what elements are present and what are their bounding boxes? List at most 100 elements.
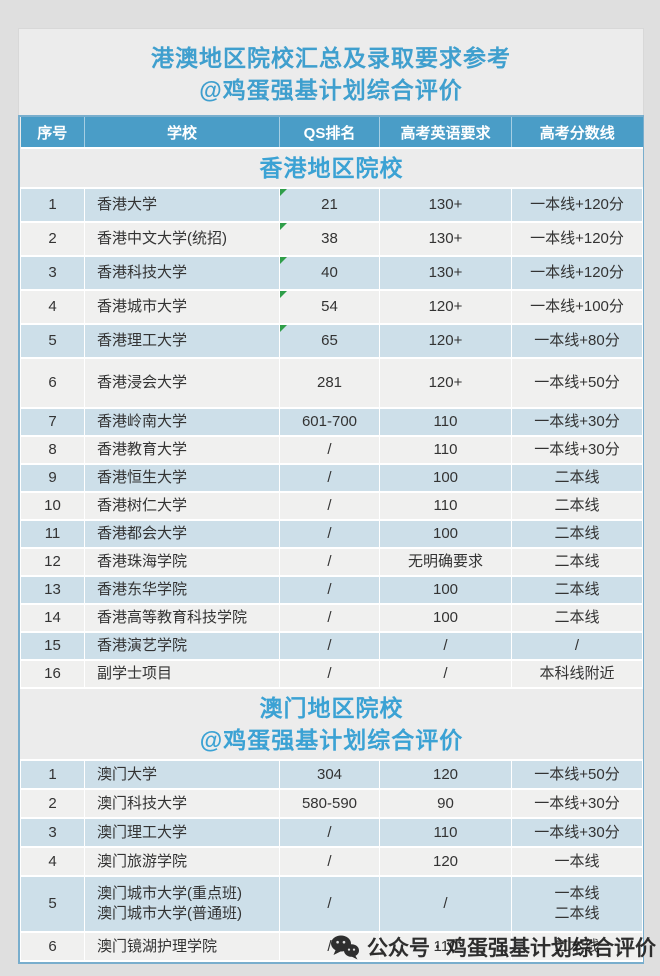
cell-index: 6 [20, 931, 85, 962]
cell-index: 10 [20, 491, 85, 521]
cell-index: 9 [20, 463, 85, 493]
cell-index: 3 [20, 817, 85, 848]
cell-school: 副学士项目 [84, 659, 280, 689]
cell-school: 香港演艺学院 [84, 631, 280, 661]
cell-english-requirement: 130+ [379, 221, 512, 257]
table-row: 9 香港恒生大学/100 二本线 [20, 463, 643, 493]
column-header-row: 序号 学校 QS排名 高考英语要求 高考分数线 [20, 117, 643, 149]
cell-qs-rank: / [279, 631, 380, 661]
page-subtitle: @鸡蛋强基计划综合评价 [199, 77, 463, 103]
watermark-separator: · [435, 936, 441, 957]
cell-english-requirement: 110 [379, 931, 512, 962]
cell-qs-rank: / [279, 463, 380, 493]
cell-school: 澳门旅游学院 [84, 846, 280, 877]
table-row: 6 香港浸会大学 281 120+ 一本线+50分 [20, 357, 643, 409]
cell-index: 5 [20, 875, 85, 933]
cell-english-requirement: 90 [379, 788, 512, 819]
cell-index: 2 [20, 788, 85, 819]
cell-score-line: 二本线 [511, 575, 643, 605]
cell-school: 澳门城市大学(重点班) 澳门城市大学(普通班) [84, 875, 280, 933]
comment-flag-icon [280, 325, 287, 332]
cell-english-requirement: 120+ [379, 289, 512, 325]
cell-qs-rank: 38 [279, 221, 380, 257]
cell-english-requirement: 100 [379, 575, 512, 605]
cell-school: 香港东华学院 [84, 575, 280, 605]
cell-school: 澳门理工大学 [84, 817, 280, 848]
cell-score-line: 一本线+30分 [511, 435, 643, 465]
cell-score-line: 一本线+30分 [511, 788, 643, 819]
cell-score-line: 一本线 [511, 846, 643, 877]
cell-qs-rank: / [279, 875, 380, 933]
table-row: 4 澳门旅游学院/120 一本线 [20, 846, 643, 877]
cell-qs-rank: 601-700 [279, 407, 380, 437]
cell-school: 香港大学 [84, 187, 280, 223]
cell-score-line: 一本线+100分 [511, 289, 643, 325]
cell-score-line: 一本线+120分 [511, 255, 643, 291]
cell-qs-rank: / [279, 547, 380, 577]
cell-index: 6 [20, 357, 85, 409]
col-header-score: 高考分数线 [511, 117, 643, 149]
cell-score-line: 一本线+30分 [511, 817, 643, 848]
cell-english-requirement: / [379, 659, 512, 689]
table-row: 14 香港高等教育科技学院/100 二本线 [20, 603, 643, 633]
table-row: 3 澳门理工大学/110 一本线+30分 [20, 817, 643, 848]
cell-score-line: 一本线+50分 [511, 759, 643, 790]
cell-school: 香港城市大学 [84, 289, 280, 325]
cell-score-line: 二本线 [511, 463, 643, 493]
cell-index: 1 [20, 187, 85, 223]
table-row: 5 澳门城市大学(重点班) 澳门城市大学(普通班) / / 一本线 二本线 [20, 875, 643, 933]
cell-qs-rank: 281 [279, 357, 380, 409]
cell-english-requirement: 130+ [379, 255, 512, 291]
infographic-card: 港澳地区院校汇总及录取要求参考 @鸡蛋强基计划综合评价 序号 学校 QS排名 高… [18, 28, 644, 964]
title-block: 港澳地区院校汇总及录取要求参考 @鸡蛋强基计划综合评价 [18, 28, 644, 115]
table-row: 4 香港城市大学 54 120+ 一本线+100分 [20, 289, 643, 325]
cell-school: 香港岭南大学 [84, 407, 280, 437]
table-row: 7 香港岭南大学 601-700 110 一本线+30分 [20, 407, 643, 437]
cell-index: 2 [20, 221, 85, 257]
cell-qs-rank: / [279, 435, 380, 465]
cell-qs-rank: / [279, 659, 380, 689]
cell-english-requirement: 110 [379, 435, 512, 465]
table-row: 10 香港树仁大学/110 二本线 [20, 491, 643, 521]
section-header-row: 香港地区院校 [20, 148, 643, 189]
cell-school: 香港中文大学(统招) [84, 221, 280, 257]
cell-index: 12 [20, 547, 85, 577]
cell-index: 14 [20, 603, 85, 633]
cell-score-line: 二本线 [511, 547, 643, 577]
cell-english-requirement: 110 [379, 491, 512, 521]
cell-index: 16 [20, 659, 85, 689]
cell-school: 澳门大学 [84, 759, 280, 790]
cell-score-line: 一本线+120分 [511, 187, 643, 223]
cell-index: 5 [20, 323, 85, 359]
cell-english-requirement: / [379, 875, 512, 933]
watermark-account: 鸡蛋强基计划综合评价 [446, 937, 656, 960]
cell-index: 4 [20, 846, 85, 877]
cell-school: 澳门镜湖护理学院 [84, 931, 280, 962]
cell-index: 4 [20, 289, 85, 325]
cell-qs-rank: 65 [279, 323, 380, 359]
cell-english-requirement: 120+ [379, 357, 512, 409]
cell-school: 香港树仁大学 [84, 491, 280, 521]
cell-score-line: 一本线 二本线 [511, 875, 643, 933]
cell-score-line: 二本线 [511, 491, 643, 521]
table-row: 5 香港理工大学 65 120+ 一本线+80分 [20, 323, 643, 359]
cell-index: 13 [20, 575, 85, 605]
cell-index: 3 [20, 255, 85, 291]
col-header-index: 序号 [20, 117, 85, 149]
cell-score-line: 二本线 [511, 519, 643, 549]
page-title: 港澳地区院校汇总及录取要求参考 [151, 45, 511, 71]
table-row: 2 香港中文大学(统招) 38 130+ 一本线+120分 [20, 221, 643, 257]
col-header-school: 学校 [84, 117, 280, 149]
cell-school: 香港浸会大学 [84, 357, 280, 409]
col-header-english: 高考英语要求 [379, 117, 512, 149]
table-row: 1 香港大学 21 130+ 一本线+120分 [20, 187, 643, 223]
cell-index: 8 [20, 435, 85, 465]
cell-english-requirement: 110 [379, 817, 512, 848]
cell-score-line: 一本线+50分 [511, 357, 643, 409]
table-row: 2 澳门科技大学 580-590 90 一本线+30分 [20, 788, 643, 819]
cell-index: 1 [20, 759, 85, 790]
cell-english-requirement: 120 [379, 759, 512, 790]
cell-score-line: 二本线 [511, 931, 643, 962]
watermark-label: 公众号 [367, 937, 430, 960]
comment-flag-icon [280, 291, 287, 298]
